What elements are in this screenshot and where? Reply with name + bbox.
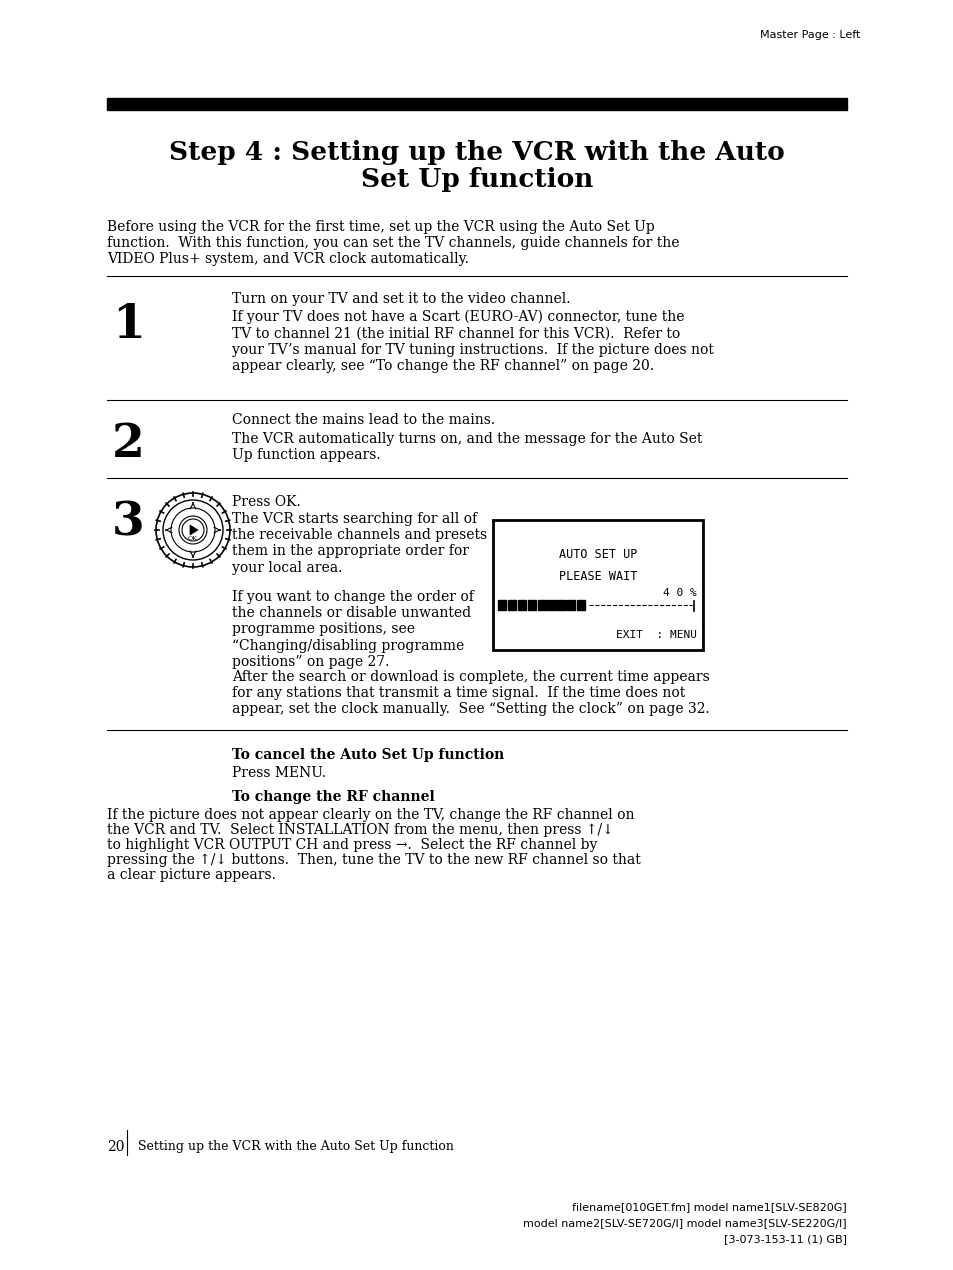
- Text: If your TV does not have a Scart (EURO-AV) connector, tune the
TV to channel 21 : If your TV does not have a Scart (EURO-A…: [232, 310, 713, 373]
- Bar: [557, 599, 565, 610]
- Bar: [497, 599, 506, 610]
- Text: 1: 1: [112, 302, 145, 348]
- Text: 20: 20: [107, 1140, 125, 1154]
- Text: AUTO SET UP: AUTO SET UP: [558, 547, 637, 561]
- Polygon shape: [190, 525, 198, 535]
- Bar: [493, 519, 702, 650]
- Text: Before using the VCR for the first time, set up the VCR using the Auto Set Up
fu: Before using the VCR for the first time,…: [107, 220, 679, 267]
- Text: PLEASE WAIT: PLEASE WAIT: [558, 570, 637, 583]
- Text: Master Page : Left: Master Page : Left: [760, 30, 860, 39]
- Text: [3-073-153-11 (1) GB]: [3-073-153-11 (1) GB]: [723, 1234, 846, 1245]
- Bar: [527, 599, 536, 610]
- Bar: [507, 599, 516, 610]
- Text: To change the RF channel: To change the RF channel: [232, 790, 435, 804]
- Text: The VCR starts searching for all of
the receivable channels and presets
them in : The VCR starts searching for all of the …: [232, 512, 487, 574]
- Bar: [577, 599, 585, 610]
- Text: Step 4 : Setting up the VCR with the Auto: Step 4 : Setting up the VCR with the Aut…: [169, 140, 784, 165]
- Bar: [517, 599, 525, 610]
- Text: If you want to change the order of
the channels or disable unwanted
programme po: If you want to change the order of the c…: [232, 591, 474, 669]
- Text: Set Up function: Set Up function: [360, 166, 593, 192]
- Bar: [537, 599, 545, 610]
- Text: To cancel the Auto Set Up function: To cancel the Auto Set Up function: [232, 748, 504, 762]
- Bar: [567, 599, 575, 610]
- Text: After the search or download is complete, the current time appears
for any stati: After the search or download is complete…: [232, 671, 709, 716]
- Text: to highlight VCR OUTPUT CH and press →.  Select the RF channel by: to highlight VCR OUTPUT CH and press →. …: [107, 838, 597, 852]
- Text: The VCR automatically turns on, and the message for the Auto Set
Up function app: The VCR automatically turns on, and the …: [232, 432, 701, 462]
- Text: filename[010GET.fm] model name1[SLV-SE820G]: filename[010GET.fm] model name1[SLV-SE82…: [572, 1201, 846, 1212]
- Text: 3: 3: [112, 500, 145, 546]
- Text: OK: OK: [188, 536, 197, 541]
- Text: model name2[SLV-SE720G/I] model name3[SLV-SE220G/I]: model name2[SLV-SE720G/I] model name3[SL…: [523, 1218, 846, 1228]
- Text: If the picture does not appear clearly on the TV, change the RF channel on: If the picture does not appear clearly o…: [107, 808, 634, 822]
- Text: 2: 2: [112, 420, 145, 467]
- Text: pressing the ↑/↓ buttons.  Then, tune the TV to the new RF channel so that: pressing the ↑/↓ buttons. Then, tune the…: [107, 853, 640, 867]
- Text: Press MENU.: Press MENU.: [232, 766, 326, 780]
- Text: EXIT  : MENU: EXIT : MENU: [616, 630, 697, 640]
- Bar: [107, 98, 846, 110]
- Bar: [547, 599, 555, 610]
- Text: Setting up the VCR with the Auto Set Up function: Setting up the VCR with the Auto Set Up …: [138, 1140, 454, 1153]
- Text: Turn on your TV and set it to the video channel.: Turn on your TV and set it to the video …: [232, 292, 570, 306]
- Text: Press OK.: Press OK.: [232, 495, 300, 509]
- Text: the VCR and TV.  Select INSTALLATION from the menu, then press ↑/↓: the VCR and TV. Select INSTALLATION from…: [107, 823, 613, 837]
- Circle shape: [182, 519, 204, 541]
- Text: Connect the mains lead to the mains.: Connect the mains lead to the mains.: [232, 413, 495, 427]
- Text: 4 0 %: 4 0 %: [662, 588, 697, 598]
- Text: a clear picture appears.: a clear picture appears.: [107, 867, 275, 881]
